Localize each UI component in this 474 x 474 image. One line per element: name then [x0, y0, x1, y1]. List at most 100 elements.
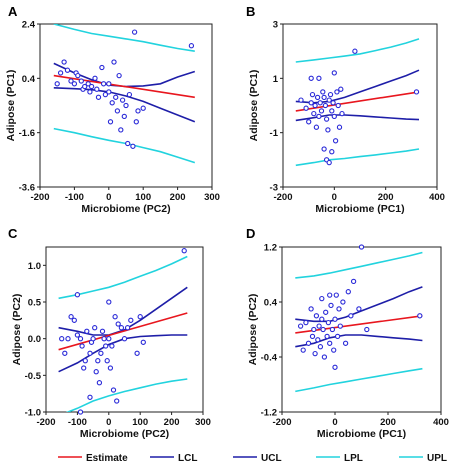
x-tick-label: -100: [65, 192, 84, 203]
data-point: [306, 119, 312, 125]
x-tick-label: 400: [429, 192, 445, 203]
y-tick-label: -1.2: [261, 408, 277, 419]
x-axis-label: Microbiome (PC2): [80, 428, 169, 440]
data-point: [106, 299, 112, 305]
y-tick-label: 0.4: [264, 298, 278, 309]
data-point: [319, 316, 325, 322]
data-point: [118, 325, 125, 331]
data-point: [113, 94, 119, 100]
data-point: [92, 325, 98, 331]
plot-frame: [45, 246, 204, 413]
y-tick-label: 0.0: [28, 334, 41, 345]
data-point: [305, 340, 312, 346]
data-point: [417, 313, 423, 319]
data-point: [350, 278, 357, 285]
data-point: [313, 124, 320, 130]
panel-d: D -200 0 200 400 -1.2 -0.4 0.4 1.2 Microbiome (PC…: [246, 226, 449, 440]
data-point: [81, 365, 87, 371]
y-tick-label: -1.0: [25, 408, 41, 419]
data-point: [188, 43, 195, 49]
data-point: [319, 295, 325, 302]
data-point: [111, 59, 117, 65]
data-point: [116, 72, 122, 79]
data-point: [103, 343, 109, 349]
x-tick-label: 400: [433, 417, 449, 428]
legend-label-ucl: UCL: [261, 453, 282, 464]
data-point: [309, 91, 316, 98]
data-point: [102, 91, 109, 98]
y-axis-label: Adipose (PC1): [5, 70, 17, 142]
data-point: [78, 78, 84, 84]
data-point: [328, 302, 334, 309]
x-axis-label: Microbiome (PC1): [317, 428, 406, 440]
data-point: [318, 108, 325, 114]
series-lines: [53, 24, 196, 164]
data-points: [54, 29, 195, 149]
data-point: [94, 86, 100, 92]
data-point: [126, 91, 133, 98]
data-point: [110, 387, 117, 393]
data-point: [99, 328, 106, 334]
data-point: [330, 100, 336, 106]
data-point: [327, 292, 333, 298]
data-point: [311, 110, 317, 117]
data-point: [93, 369, 99, 375]
data-point: [298, 97, 304, 103]
data-point: [112, 314, 118, 320]
x-tick-label: 0: [106, 192, 111, 203]
data-point: [321, 94, 327, 101]
data-point: [297, 323, 304, 329]
data-point: [68, 314, 74, 320]
x-tick-label: 0: [332, 417, 337, 428]
data-point: [352, 48, 358, 54]
data-point: [320, 89, 326, 95]
data-point: [334, 89, 340, 95]
panel-label: D: [246, 226, 255, 241]
data-point: [115, 321, 121, 327]
series-line-ucl: [295, 286, 423, 323]
data-point: [316, 75, 322, 81]
data-point: [311, 326, 317, 333]
x-tick-label: -200: [272, 417, 291, 428]
data-point: [324, 333, 330, 340]
x-tick-label: -200: [273, 192, 292, 203]
data-point: [308, 306, 314, 312]
data-point: [332, 364, 338, 370]
data-point: [316, 323, 322, 329]
data-point: [57, 70, 64, 76]
y-tick-label: 3: [273, 20, 278, 31]
data-point: [107, 119, 114, 125]
panel-c: C -200 -100 0 100 200 300 -1.0 -0.5 0.0 0.5 1.0 Micr…: [8, 226, 211, 440]
data-point: [321, 354, 328, 360]
data-point: [100, 81, 107, 87]
data-point: [92, 75, 98, 81]
data-point: [323, 309, 329, 315]
y-tick-label: -3: [270, 183, 278, 194]
y-tick-label: 1: [273, 74, 279, 85]
series-line-estimate: [295, 315, 423, 334]
data-point: [131, 29, 138, 35]
data-point: [134, 350, 140, 356]
data-point: [88, 83, 95, 90]
y-tick-label: 1.2: [264, 243, 277, 254]
plot-frame: [282, 23, 438, 188]
data-point: [62, 350, 68, 356]
data-point: [118, 127, 124, 133]
data-point: [356, 306, 362, 312]
legend-label-estimate: Estimate: [86, 453, 128, 464]
data-point: [119, 97, 126, 103]
data-point: [338, 86, 344, 92]
data-point: [322, 102, 329, 109]
x-axis-label: Microbiome (PC2): [81, 203, 170, 215]
x-tick-label: 100: [132, 417, 148, 428]
x-tick-label: 0: [332, 192, 337, 203]
data-point: [329, 108, 335, 114]
data-points: [298, 48, 420, 166]
data-point: [74, 292, 81, 298]
data-point: [77, 336, 84, 342]
series-line-estimate: [53, 74, 195, 99]
data-point: [331, 70, 337, 76]
data-point: [308, 75, 314, 81]
panel-label: C: [8, 226, 18, 241]
data-point: [312, 350, 318, 357]
